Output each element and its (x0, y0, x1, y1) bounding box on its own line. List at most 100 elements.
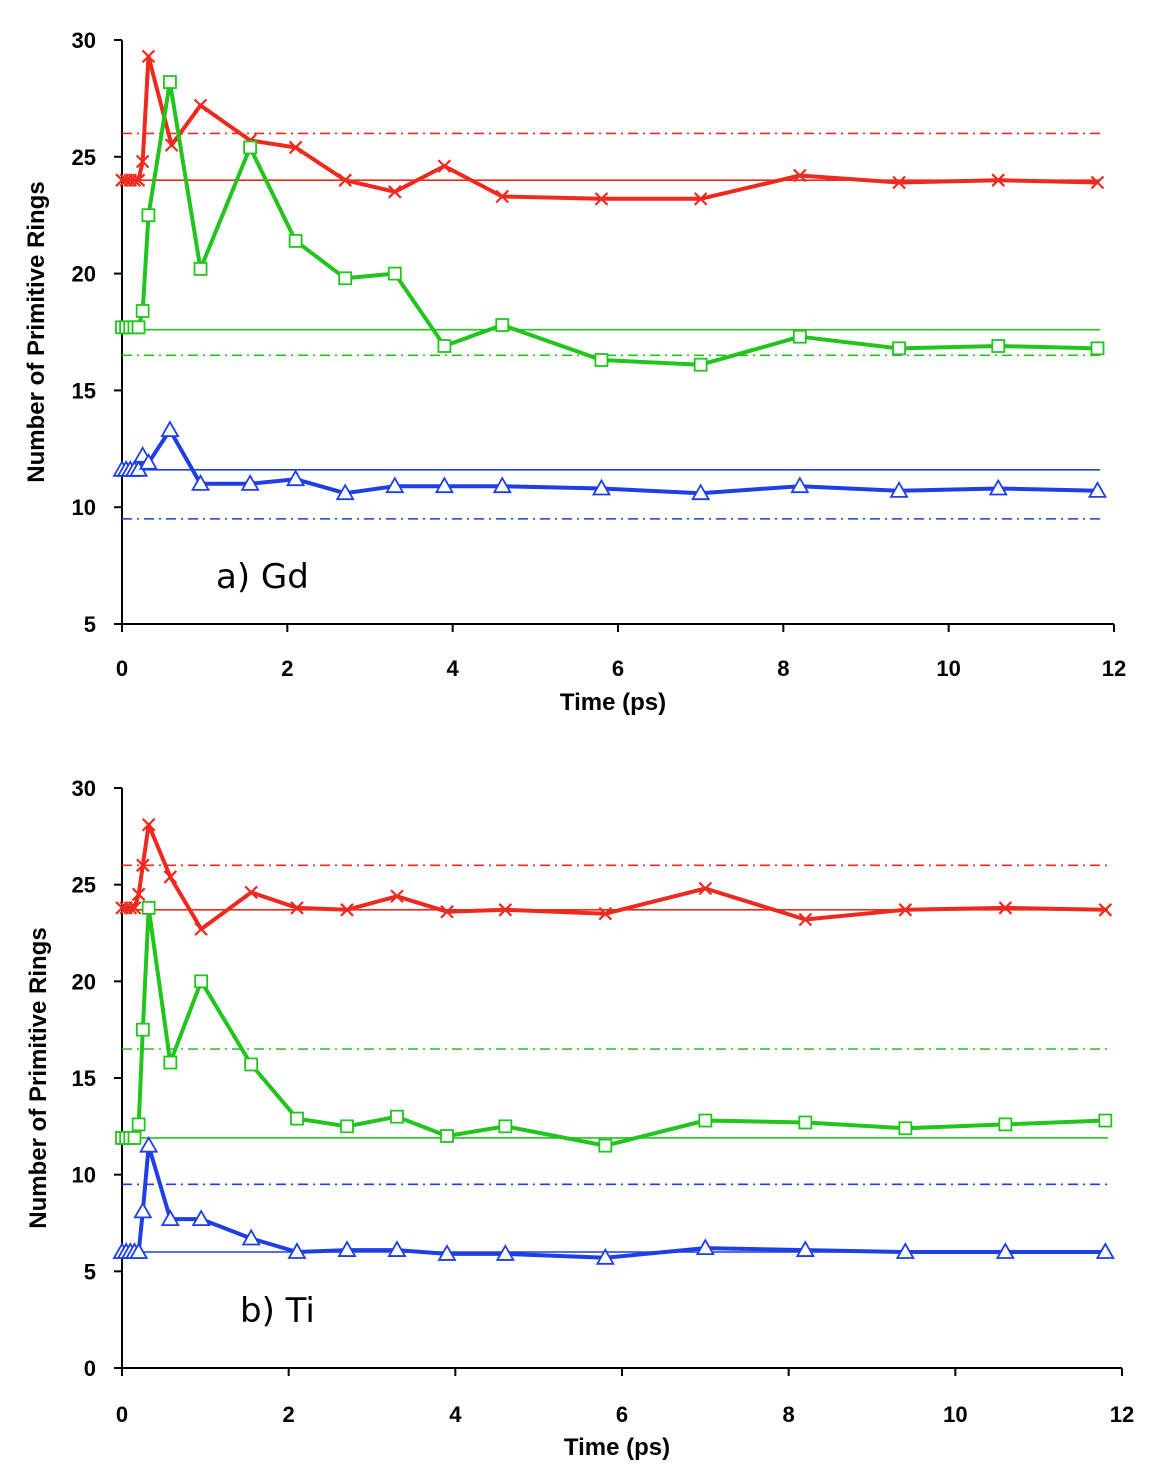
data-point-triangle-marker (437, 1244, 457, 1261)
data-point-square-marker (163, 75, 177, 89)
data-point-square-marker (338, 271, 353, 286)
data-point-x-marker (693, 192, 708, 206)
data-point-square-marker (387, 266, 402, 281)
data-point-triangle-marker (591, 478, 612, 496)
data-point-triangle-marker (139, 1135, 159, 1153)
data-point-x-marker (131, 173, 146, 187)
data-point-x-marker (437, 159, 452, 173)
x-tick-label: 4 (449, 1402, 462, 1427)
data-point-x-marker (290, 901, 304, 915)
y-axis-label: Number of Primitive Rings (23, 181, 50, 482)
data-point-square-marker (131, 320, 146, 335)
series-line-triangle (122, 1143, 1106, 1260)
data-point-x-marker (127, 173, 142, 187)
data-point-square-marker (798, 1115, 813, 1130)
data-point-triangle-marker (790, 476, 810, 494)
data-point-x-marker (338, 173, 352, 187)
data-point-triangle-marker (133, 1201, 153, 1219)
data-point-x-marker (390, 889, 404, 904)
series-line-x (122, 54, 1098, 201)
data-point-x-marker (164, 138, 179, 152)
y-tick-label: 15 (72, 378, 96, 403)
data-point-square-marker (898, 1121, 913, 1136)
data-point-x-marker (141, 817, 156, 832)
data-point-triangle-marker (287, 1242, 307, 1259)
y-tick-label: 25 (72, 873, 96, 898)
data-point-square-marker (693, 357, 708, 372)
data-point-square-marker (131, 1117, 146, 1132)
data-point-x-marker (244, 885, 258, 900)
data-point-x-marker (340, 903, 354, 917)
x-tick-label: 6 (616, 1402, 628, 1427)
data-point-square-marker (598, 1138, 613, 1153)
data-point-triangle-marker (988, 478, 1008, 496)
data-point-triangle-marker (335, 483, 355, 501)
x-tick-label: 2 (281, 656, 293, 681)
data-point-triangle-marker (695, 1238, 715, 1256)
data-point-square-marker (1098, 1113, 1113, 1128)
data-point-x-marker (495, 189, 510, 204)
data-point-x-marker (793, 168, 807, 183)
y-tick-label: 15 (72, 1066, 96, 1091)
data-point-square-marker (340, 1119, 354, 1134)
data-point-square-marker (495, 318, 510, 332)
x-tick-label: 10 (936, 656, 960, 681)
data-point-triangle-marker (895, 1242, 915, 1259)
data-point-square-marker (290, 1111, 304, 1126)
data-point-square-marker (498, 1119, 513, 1134)
x-tick-label: 0 (116, 656, 128, 681)
x-tick-label: 0 (116, 1402, 128, 1427)
data-point-x-marker (698, 881, 713, 896)
data-point-square-marker (288, 233, 303, 248)
data-point-x-marker (141, 49, 156, 64)
data-point-triangle-marker (138, 453, 159, 470)
data-point-x-marker (135, 154, 150, 169)
data-point-square-marker (135, 1022, 150, 1037)
data-point-x-marker (1090, 175, 1105, 190)
data-point-x-marker (991, 173, 1006, 187)
chart-panel-ti: 0 5 10 15 20 25 30 0 2 4 6 8 10 12 Time (ps) Number of … (25, 776, 1134, 1461)
x-tick-label: 10 (943, 1402, 967, 1427)
data-point-square-marker (594, 353, 609, 367)
data-point-triangle-marker (286, 469, 306, 487)
data-point-x-marker (1098, 903, 1113, 917)
y-tick-label: 10 (72, 1163, 96, 1188)
series-line-triangle (122, 428, 1098, 496)
data-point-triangle-marker (995, 1242, 1015, 1259)
data-point-square-marker (194, 974, 209, 989)
y-tick-label: 30 (72, 28, 96, 53)
data-point-square-marker (437, 339, 452, 353)
data-point-square-marker (141, 900, 156, 915)
data-point-square-marker (244, 1057, 259, 1072)
data-point-x-marker (388, 185, 402, 199)
data-point-square-marker (390, 1109, 404, 1124)
data-point-square-marker (792, 329, 807, 344)
data-point-square-marker (991, 339, 1006, 353)
data-point-square-marker (998, 1117, 1013, 1132)
data-point-triangle-marker (160, 420, 180, 438)
x-axis-label: Time (ps) (560, 689, 666, 716)
y-tick-label: 20 (72, 969, 96, 994)
series-line-x (122, 822, 1106, 932)
data-point-x-marker (123, 901, 138, 915)
data-point-square-marker (135, 304, 150, 318)
data-point-triangle-marker (492, 476, 512, 494)
data-point-x-marker (892, 175, 906, 190)
data-point-x-marker (498, 903, 513, 917)
data-point-x-marker (594, 192, 609, 206)
data-point-triangle-marker (889, 481, 909, 498)
x-tick-label: 4 (447, 656, 460, 681)
data-point-x-marker (194, 922, 208, 936)
data-point-square-marker (163, 1055, 178, 1070)
y-axis-label: Number of Primitive Rings (25, 927, 52, 1228)
x-axis-label: Time (ps) (564, 1434, 670, 1461)
data-point-x-marker (131, 887, 146, 902)
y-tick-label: 5 (84, 612, 96, 637)
data-point-square-marker (440, 1129, 454, 1143)
data-point-square-marker (141, 208, 156, 223)
x-tick-label: 8 (777, 656, 789, 681)
data-point-triangle-marker (495, 1244, 515, 1261)
panel-annotation: a) Gd (216, 557, 309, 597)
chart-panel-gd: 5 10 15 20 25 30 0 2 4 6 8 10 12 Time (ps) Number of P… (23, 28, 1126, 716)
